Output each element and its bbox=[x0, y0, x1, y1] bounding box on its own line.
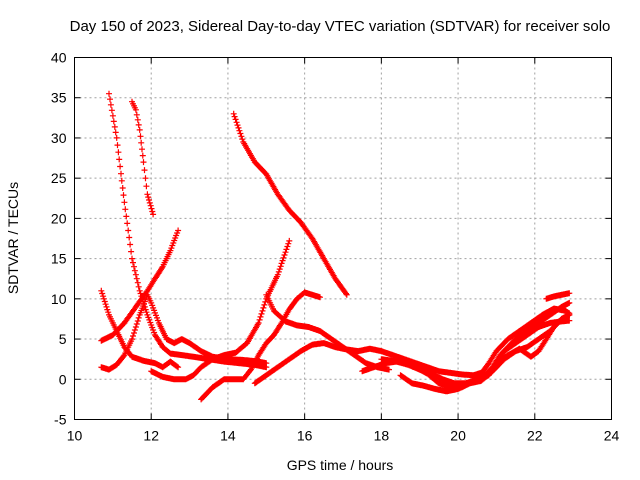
series-arc-1 bbox=[106, 90, 270, 371]
series-arc-2 bbox=[129, 98, 157, 218]
scatter-marks bbox=[251, 340, 485, 387]
x-tick-label: 18 bbox=[374, 428, 390, 444]
series-arc-7 bbox=[230, 110, 350, 298]
scatter-marks bbox=[198, 289, 323, 403]
y-tick-label: -5 bbox=[54, 412, 67, 428]
x-tick-label: 12 bbox=[143, 428, 159, 444]
grid-lines bbox=[74, 57, 612, 420]
chart-title: Day 150 of 2023, Sidereal Day-to-day VTE… bbox=[70, 18, 611, 35]
y-tick-label: 35 bbox=[51, 90, 67, 106]
x-tick-label: 14 bbox=[220, 428, 236, 444]
y-tick-label: 25 bbox=[51, 170, 67, 186]
x-tick-label: 22 bbox=[527, 428, 543, 444]
scatter-marks bbox=[148, 237, 293, 383]
scatter-marks bbox=[98, 227, 182, 344]
series-arc-9 bbox=[263, 291, 392, 373]
y-tick-label: 40 bbox=[51, 50, 67, 66]
scatter-marks bbox=[230, 110, 350, 298]
x-tick-label: 16 bbox=[297, 428, 313, 444]
scatter-marks bbox=[98, 291, 270, 373]
series-arc-10 bbox=[251, 340, 485, 387]
scatter-marks bbox=[106, 90, 270, 371]
series-arc-16 bbox=[493, 311, 573, 367]
x-tick-label: 24 bbox=[604, 428, 620, 444]
y-tick-label: 10 bbox=[51, 291, 67, 307]
y-tick-label: 15 bbox=[51, 251, 67, 267]
scatter-marks bbox=[543, 290, 573, 302]
scatter-marks bbox=[493, 311, 573, 367]
series-arc-15 bbox=[543, 290, 573, 302]
x-axis-label: GPS time / hours bbox=[287, 457, 394, 473]
x-tick-label: 20 bbox=[450, 428, 466, 444]
x-tick-label: 10 bbox=[67, 428, 83, 444]
series-arc-8 bbox=[198, 289, 323, 403]
y-axis-label: SDTVAR / TECUs bbox=[5, 182, 21, 294]
series-arc-14 bbox=[474, 305, 573, 383]
plot-frame bbox=[74, 57, 612, 420]
y-tick-label: 0 bbox=[59, 371, 67, 387]
y-tick-label: 30 bbox=[51, 130, 67, 146]
scatter-marks bbox=[263, 291, 392, 373]
series-arc-5 bbox=[98, 291, 270, 373]
series-arc-6 bbox=[148, 237, 293, 383]
series-arc-4 bbox=[98, 227, 182, 344]
y-tick-label: 5 bbox=[59, 331, 67, 347]
scatter-marks bbox=[474, 305, 573, 383]
y-tick-label: 20 bbox=[51, 210, 67, 226]
scatter-marks bbox=[129, 98, 157, 218]
data-points bbox=[98, 90, 573, 403]
axis-ticks: 10 12 14 16 18 20 22 24 -5 0 5 10 15 20 25 30 35 40 bbox=[51, 50, 620, 444]
